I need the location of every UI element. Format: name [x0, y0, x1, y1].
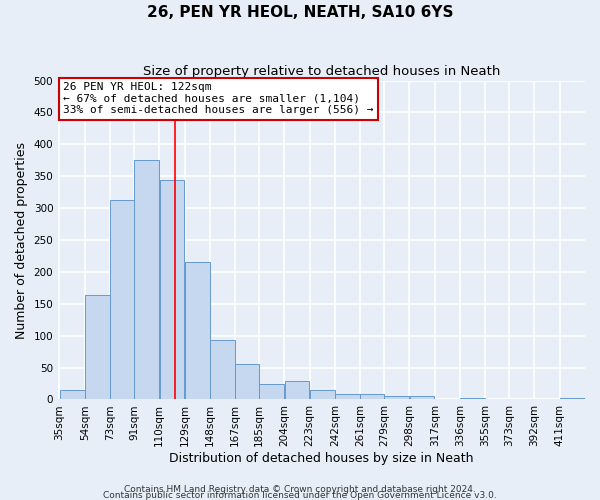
Bar [410, 396, 434, 400]
Text: Contains public sector information licensed under the Open Government Licence v3: Contains public sector information licen… [103, 491, 497, 500]
Bar [335, 394, 360, 400]
Bar [284, 381, 310, 400]
Bar [385, 396, 409, 400]
Bar [560, 398, 585, 400]
Bar [85, 296, 110, 400]
X-axis label: Distribution of detached houses by size in Neath: Distribution of detached houses by size … [169, 452, 474, 465]
Bar [185, 262, 209, 400]
Bar [259, 384, 284, 400]
Y-axis label: Number of detached properties: Number of detached properties [15, 142, 28, 338]
Title: Size of property relative to detached houses in Neath: Size of property relative to detached ho… [143, 65, 500, 78]
Bar [460, 398, 485, 400]
Bar [210, 340, 235, 400]
Bar [310, 390, 335, 400]
Bar [160, 180, 184, 400]
Text: 26, PEN YR HEOL, NEATH, SA10 6YS: 26, PEN YR HEOL, NEATH, SA10 6YS [147, 5, 453, 20]
Bar [60, 390, 85, 400]
Bar [361, 394, 384, 400]
Bar [134, 160, 159, 400]
Bar [235, 364, 259, 400]
Text: 26 PEN YR HEOL: 122sqm
← 67% of detached houses are smaller (1,104)
33% of semi-: 26 PEN YR HEOL: 122sqm ← 67% of detached… [64, 82, 374, 116]
Text: Contains HM Land Registry data © Crown copyright and database right 2024.: Contains HM Land Registry data © Crown c… [124, 485, 476, 494]
Bar [110, 200, 134, 400]
